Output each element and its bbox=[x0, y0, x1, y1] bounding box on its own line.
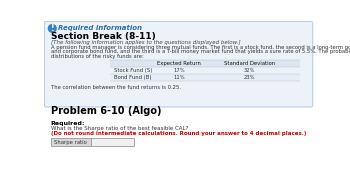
Bar bbox=[110, 60, 300, 67]
Text: Stock Fund (S): Stock Fund (S) bbox=[113, 68, 152, 73]
Text: Bond Fund (B): Bond Fund (B) bbox=[113, 75, 151, 80]
Text: 32%: 32% bbox=[243, 68, 255, 73]
Bar bbox=[110, 67, 300, 74]
Text: distributions of the risky funds are:: distributions of the risky funds are: bbox=[51, 54, 144, 59]
Text: What is the Sharpe ratio of the best feasible CAL?: What is the Sharpe ratio of the best fea… bbox=[51, 126, 190, 131]
Bar bbox=[110, 74, 300, 81]
Text: The correlation between the fund returns is 0.25.: The correlation between the fund returns… bbox=[51, 85, 181, 90]
Text: (Do not round intermediate calculations. Round your answer to 4 decimal places.): (Do not round intermediate calculations.… bbox=[51, 131, 306, 136]
Bar bbox=[91, 138, 134, 146]
Text: Required:: Required: bbox=[51, 121, 85, 126]
Text: Sharpe ratio: Sharpe ratio bbox=[55, 140, 87, 145]
Text: Section Break (8-11): Section Break (8-11) bbox=[51, 32, 155, 41]
Text: Expected Return: Expected Return bbox=[158, 61, 201, 66]
Text: 17%: 17% bbox=[174, 68, 185, 73]
Text: !: ! bbox=[50, 24, 54, 33]
Text: [The following information applies to the questions displayed below.]: [The following information applies to th… bbox=[51, 40, 240, 45]
Text: 23%: 23% bbox=[243, 75, 255, 80]
Text: 11%: 11% bbox=[174, 75, 185, 80]
Text: Required information: Required information bbox=[58, 25, 142, 32]
Bar bbox=[51, 138, 91, 146]
Text: Problem 6-10 (Algo): Problem 6-10 (Algo) bbox=[51, 106, 161, 116]
Text: Standard Deviation: Standard Deviation bbox=[224, 61, 275, 66]
Text: A pension fund manager is considering three mutual funds. The first is a stock f: A pension fund manager is considering th… bbox=[51, 45, 350, 50]
FancyBboxPatch shape bbox=[44, 21, 313, 107]
Text: and corporate bond fund, and the third is a T-bill money market fund that yields: and corporate bond fund, and the third i… bbox=[51, 49, 350, 54]
Circle shape bbox=[48, 25, 56, 32]
